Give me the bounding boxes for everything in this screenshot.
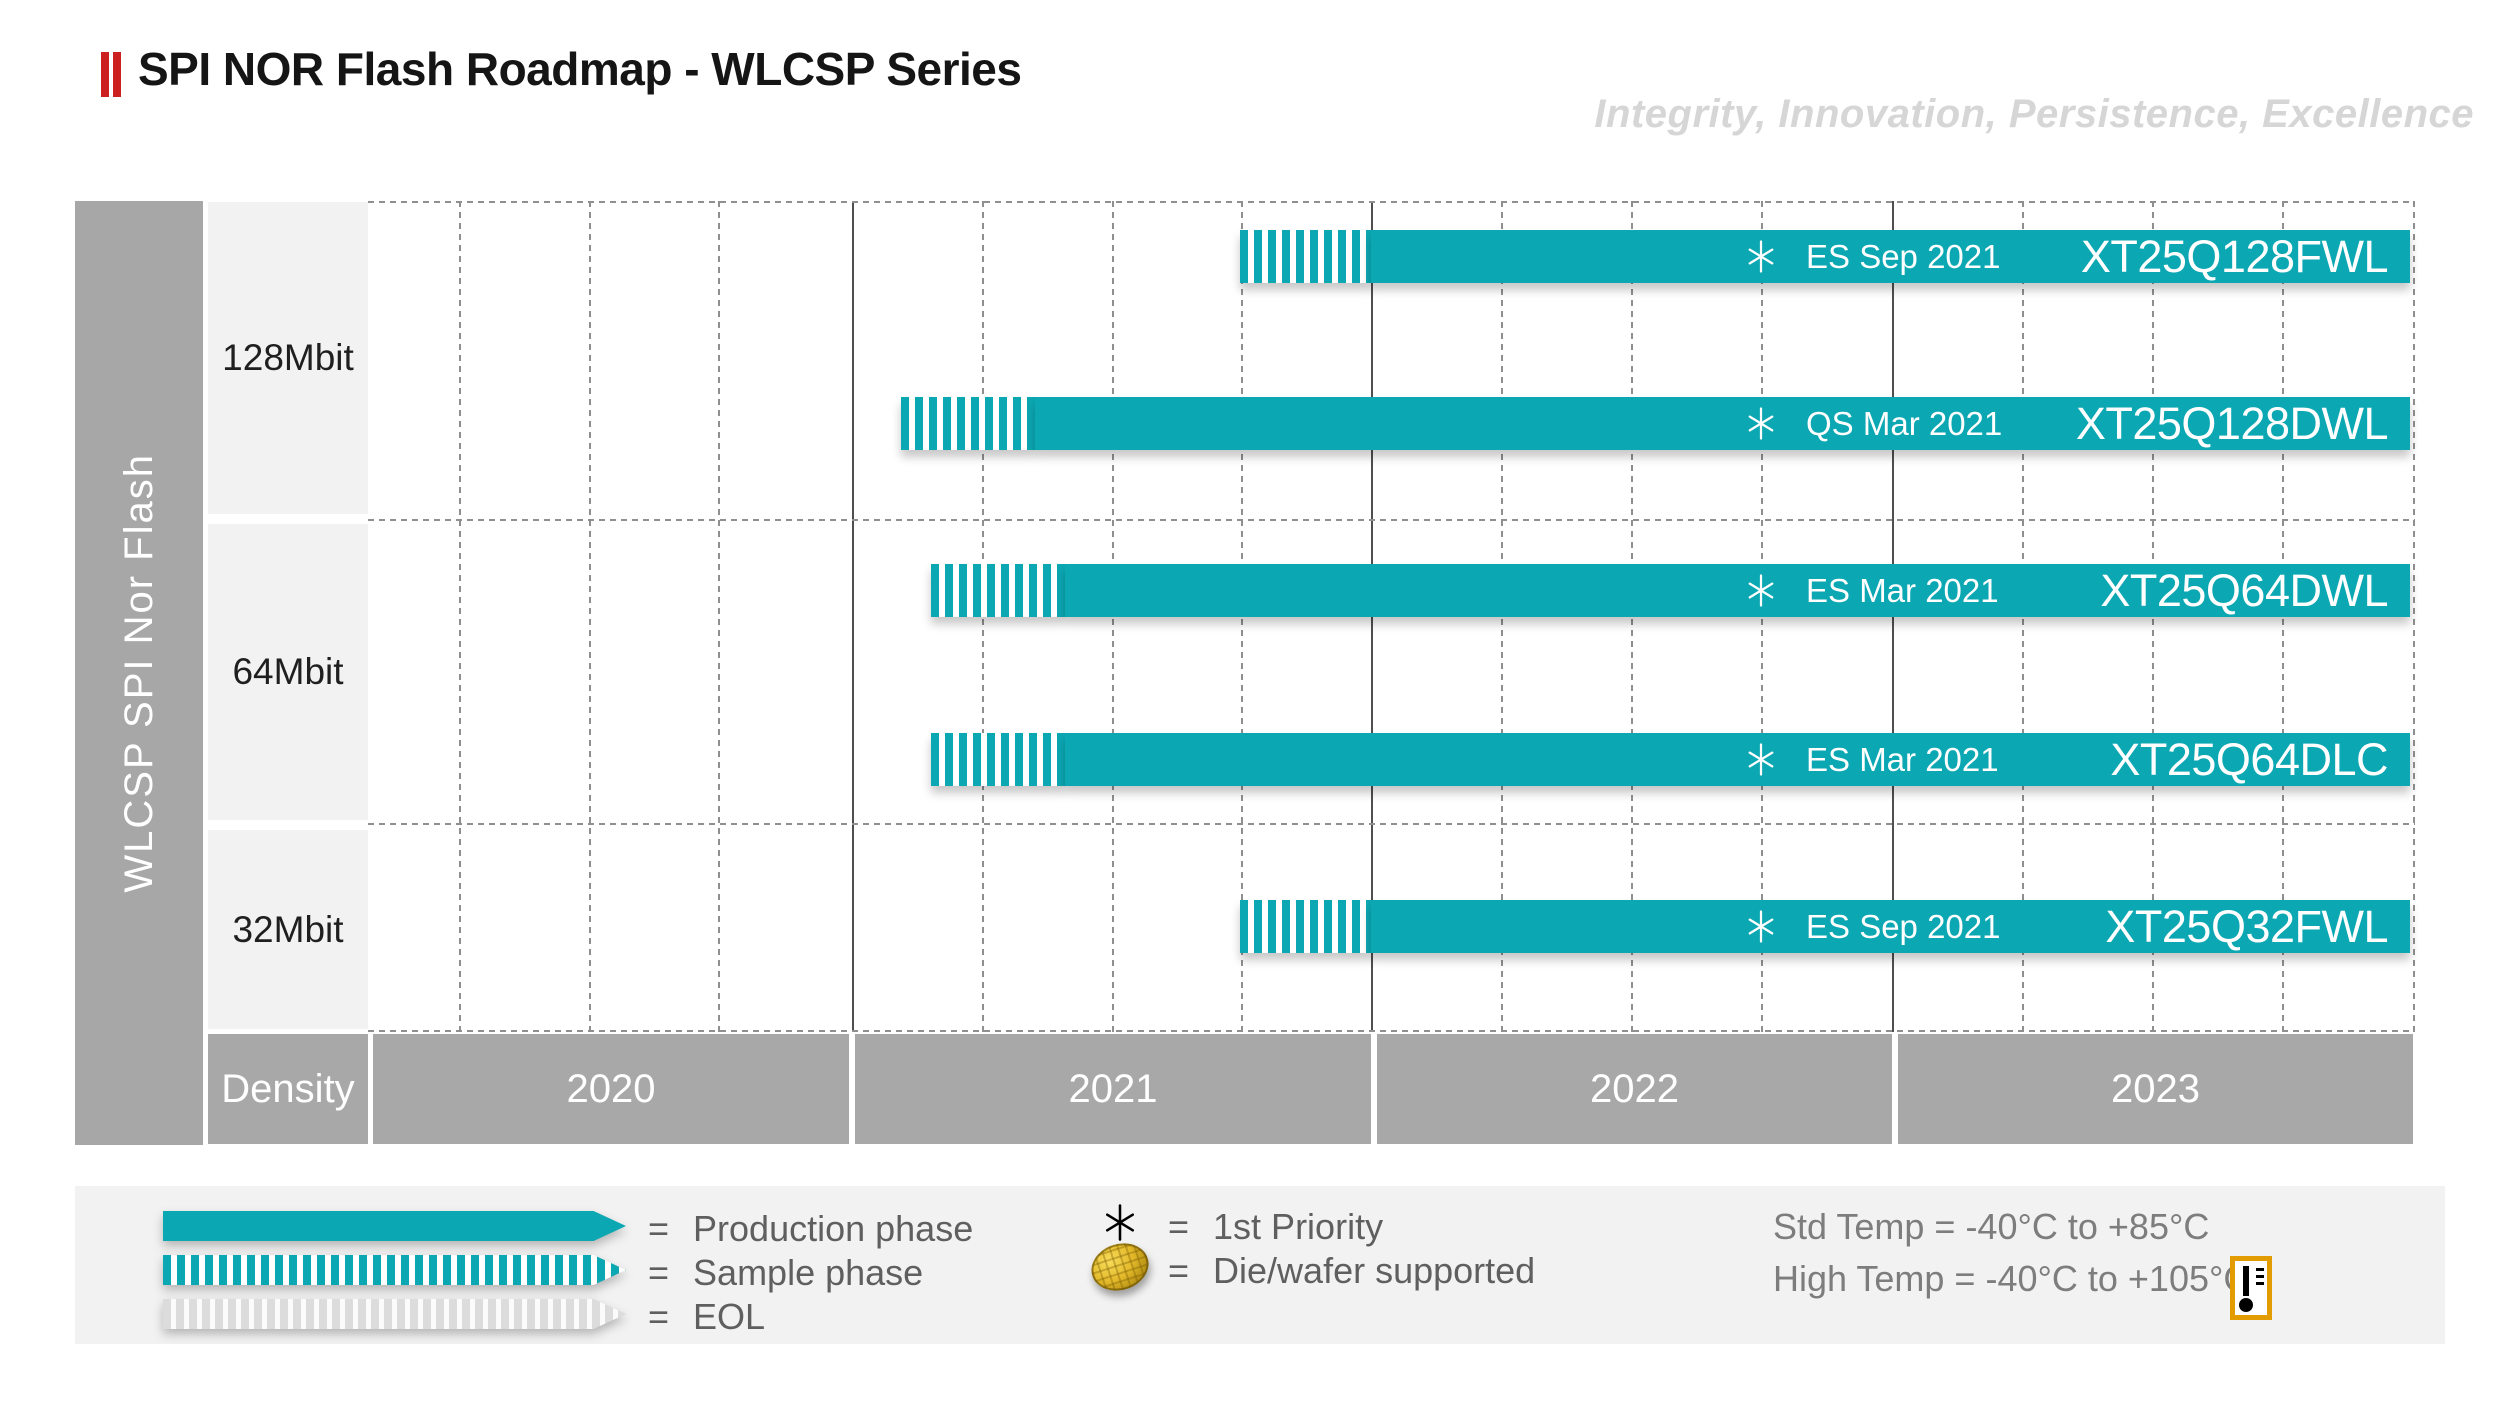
density-cell-32mbit: 32Mbit: [208, 830, 368, 1029]
production-phase-bar: XT25Q64DWL: [1065, 564, 2410, 617]
axis-year-2020: 2020: [373, 1034, 849, 1144]
production-phase-bar: XT25Q32FWL: [1371, 900, 2410, 953]
axis-year-2021: 2021: [855, 1034, 1371, 1144]
priority-star-icon: [1746, 240, 1776, 273]
legend-eol-label: = EOL: [648, 1296, 766, 1337]
thermometer-icon: [2230, 1256, 2272, 1320]
year-gridline: [852, 201, 854, 1032]
bar-annotation: ES Mar 2021: [1746, 733, 1999, 786]
legend-priority-label: = 1st Priority: [1168, 1206, 1384, 1247]
product-label: XT25Q128FWL: [2080, 230, 2389, 282]
row-gridline: [368, 823, 2415, 825]
quarter-gridline: [459, 201, 461, 1032]
legend-band: = Production phase = Sample phase = EOL …: [75, 1186, 2445, 1344]
production-phase-bar: XT25Q64DLC: [1065, 733, 2410, 786]
sample-phase-bar: [1240, 900, 1371, 953]
production-phase-bar: XT25Q128FWL: [1371, 230, 2410, 283]
legend-wafer-label: = Die/wafer supported: [1168, 1250, 1536, 1291]
bar-annotation: QS Mar 2021: [1746, 397, 2002, 450]
plot-area: XT25Q128FWL ES Sep 2021 XT25Q128DWL QS Mar …: [368, 201, 2415, 1032]
bar-annotation: ES Mar 2021: [1746, 564, 1999, 617]
milestone-label: ES Sep 2021: [1806, 237, 2001, 275]
row-gridline: [368, 519, 2415, 521]
company-slogan: Integrity, Innovation, Persistence, Exce…: [1594, 92, 2474, 136]
legend-production-label: = Production phase: [648, 1208, 974, 1249]
axis-year-2022: 2022: [1377, 1034, 1892, 1144]
priority-star-icon: [1746, 743, 1776, 776]
product-label: XT25Q64DLC: [2110, 733, 2388, 785]
row-gridline: [368, 201, 2415, 203]
milestone-label: ES Mar 2021: [1806, 740, 1999, 778]
axis-year-2023: 2023: [1898, 1034, 2413, 1144]
row-gridline: [368, 1030, 2415, 1032]
bar-annotation: ES Sep 2021: [1746, 230, 2001, 283]
milestone-label: QS Mar 2021: [1806, 404, 2003, 442]
milestone-label: ES Mar 2021: [1806, 571, 1999, 609]
sample-phase-bar: [901, 397, 1035, 450]
density-cell-64mbit: 64Mbit: [208, 524, 368, 820]
sidebar-label: WLCSP SPI Nor Flash: [116, 453, 161, 893]
quarter-gridline: [589, 201, 591, 1032]
wafer-icon: [1085, 1236, 1155, 1298]
quarter-gridline: [718, 201, 720, 1032]
series-sidebar: WLCSP SPI Nor Flash: [75, 201, 203, 1145]
production-phase-swatch: [163, 1211, 626, 1241]
quarter-gridline: [2413, 201, 2415, 1032]
priority-star-icon: [1103, 1204, 1137, 1246]
eol-swatch: [163, 1299, 626, 1329]
priority-star-icon: [1746, 910, 1776, 943]
high-temp-label: High Temp = -40°C to +105°C: [1773, 1258, 2250, 1299]
milestone-label: ES Sep 2021: [1806, 907, 2001, 945]
title-marker-icon: [101, 52, 123, 97]
std-temp-label: Std Temp = -40°C to +85°C: [1773, 1206, 2210, 1247]
product-label: XT25Q32FWL: [2105, 900, 2388, 952]
legend-sample-label: = Sample phase: [648, 1252, 924, 1293]
density-cell-128mbit: 128Mbit: [208, 202, 368, 514]
product-label: XT25Q128DWL: [2075, 397, 2389, 449]
page-title: SPI NOR Flash Roadmap - WLCSP Series: [138, 43, 1022, 95]
production-phase-bar: XT25Q128DWL: [1035, 397, 2410, 450]
sample-phase-bar: [931, 564, 1065, 617]
sample-phase-bar: [931, 733, 1065, 786]
sample-phase-bar: [1240, 230, 1371, 283]
axis-density-header: Density: [208, 1034, 368, 1144]
bar-annotation: ES Sep 2021: [1746, 900, 2001, 953]
product-label: XT25Q64DWL: [2100, 564, 2388, 616]
priority-star-icon: [1746, 574, 1776, 607]
priority-star-icon: [1746, 407, 1776, 440]
sample-phase-swatch: [163, 1255, 626, 1285]
